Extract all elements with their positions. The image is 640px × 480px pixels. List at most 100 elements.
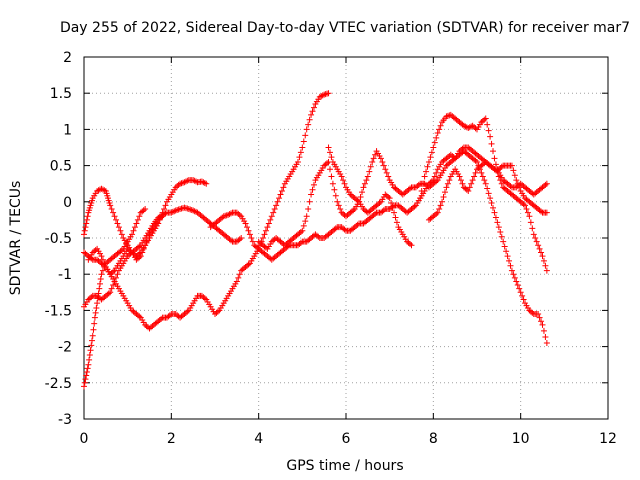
data-point	[420, 180, 427, 187]
data-point	[529, 225, 536, 232]
data-point	[105, 290, 112, 297]
data-point	[82, 224, 89, 231]
data-point	[540, 327, 547, 334]
data-point	[431, 139, 438, 146]
data-point	[337, 206, 344, 213]
y-tick-label: -2.5	[45, 376, 72, 392]
data-point	[506, 257, 513, 264]
data-marks	[81, 90, 550, 390]
data-point	[543, 267, 550, 274]
data-point	[529, 309, 536, 316]
data-point	[341, 226, 348, 233]
y-tick-label: -3	[58, 412, 72, 428]
data-point	[478, 169, 485, 176]
data-point	[198, 178, 205, 185]
data-point	[536, 314, 543, 321]
data-point	[539, 253, 546, 260]
data-point	[134, 216, 141, 223]
y-tick-label: 0	[63, 195, 72, 211]
data-point	[431, 173, 438, 180]
data-point	[273, 202, 280, 209]
data-point	[540, 257, 547, 264]
data-point	[444, 180, 451, 187]
y-tick-label: -1	[58, 267, 72, 283]
data-point	[363, 177, 370, 184]
data-point	[482, 180, 489, 187]
data-point	[372, 210, 379, 217]
data-point	[140, 245, 147, 252]
y-tick-label: -0.5	[45, 231, 72, 247]
data-point	[376, 200, 383, 207]
y-tick-label: 0.5	[50, 159, 72, 175]
data-point	[245, 227, 252, 234]
data-point	[428, 149, 435, 156]
series-arc9	[417, 111, 550, 274]
data-point	[535, 311, 542, 318]
data-point	[297, 239, 304, 246]
data-point	[325, 144, 332, 151]
data-point	[472, 169, 479, 176]
data-point	[465, 187, 472, 194]
data-point	[91, 320, 98, 327]
data-point	[484, 121, 491, 128]
data-point	[300, 222, 307, 229]
data-point	[328, 173, 335, 180]
grid	[84, 57, 608, 419]
data-point	[511, 274, 518, 281]
data-point	[86, 356, 93, 363]
axis-ticks	[83, 56, 609, 420]
data-point	[267, 216, 274, 223]
data-point	[490, 204, 497, 211]
data-point	[372, 151, 379, 158]
data-point	[115, 224, 122, 231]
data-point	[225, 211, 232, 218]
data-point	[536, 245, 543, 252]
series-arc8	[325, 144, 415, 249]
data-point	[524, 209, 531, 216]
data-point	[504, 253, 511, 260]
data-point	[532, 235, 539, 241]
data-point	[341, 180, 348, 187]
data-point	[277, 191, 284, 198]
data-point	[318, 93, 325, 100]
data-point	[140, 207, 147, 214]
data-point	[360, 184, 367, 191]
data-point	[472, 125, 479, 132]
data-point	[297, 149, 304, 156]
data-point	[98, 185, 105, 192]
data-point	[415, 181, 422, 188]
data-point	[503, 248, 510, 255]
data-point	[201, 179, 208, 186]
data-point	[95, 187, 102, 194]
data-point	[191, 177, 198, 184]
data-point	[538, 249, 545, 256]
data-point	[380, 207, 387, 214]
data-point	[184, 177, 191, 184]
data-point	[92, 309, 99, 316]
data-point	[200, 179, 207, 186]
data-point	[94, 300, 101, 307]
series-arc5	[85, 213, 166, 278]
data-point	[474, 158, 480, 165]
data-point	[97, 280, 104, 287]
data-point	[332, 192, 339, 199]
data-point	[113, 216, 120, 223]
data-point	[424, 163, 431, 170]
data-point	[133, 220, 140, 227]
data-point	[437, 122, 444, 129]
data-point	[326, 149, 333, 156]
x-tick-label: 4	[254, 431, 263, 447]
data-point	[407, 185, 414, 192]
data-point	[391, 209, 398, 216]
data-point	[111, 213, 118, 220]
data-point	[161, 206, 168, 213]
data-point	[430, 144, 437, 151]
data-point	[535, 242, 542, 249]
data-point	[491, 209, 498, 216]
data-point	[495, 224, 502, 231]
data-point	[191, 208, 198, 215]
data-point	[91, 314, 98, 321]
data-point	[89, 337, 96, 344]
data-point	[83, 372, 90, 379]
data-point	[433, 210, 440, 217]
